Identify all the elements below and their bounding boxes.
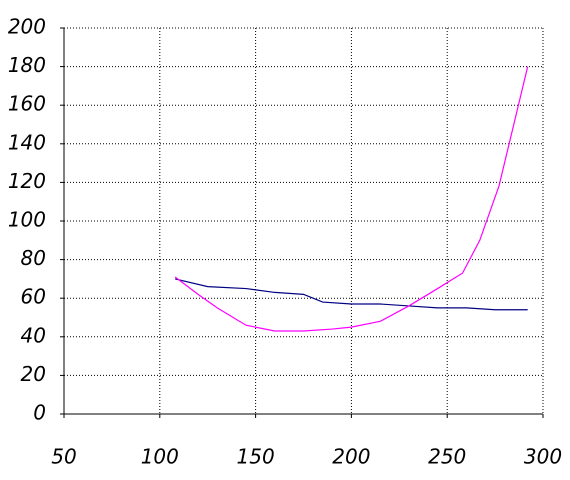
y-tick-label: 120 — [8, 169, 46, 193]
series-line — [174, 278, 528, 311]
y-tick-label: 100 — [8, 208, 46, 232]
y-tick-label: 40 — [21, 323, 46, 347]
x-tick-label: 100 — [141, 445, 179, 469]
y-tick-label: 140 — [8, 130, 46, 154]
y-tick-label: 80 — [21, 246, 46, 270]
y-tick-label: 200 — [8, 15, 46, 39]
y-tick-label: 0 — [33, 401, 46, 425]
x-tick-label: 200 — [332, 445, 370, 469]
x-tick-label: 250 — [428, 445, 466, 469]
x-tick-label: 150 — [237, 445, 275, 469]
series-line — [174, 66, 529, 332]
y-tick-label: 180 — [8, 53, 46, 77]
y-tick-label: 160 — [8, 92, 46, 116]
x-tick-label: 300 — [524, 445, 562, 469]
y-tick-label: 60 — [21, 285, 46, 309]
y-tick-label: 20 — [21, 362, 46, 386]
x-tick-label: 50 — [51, 445, 76, 469]
